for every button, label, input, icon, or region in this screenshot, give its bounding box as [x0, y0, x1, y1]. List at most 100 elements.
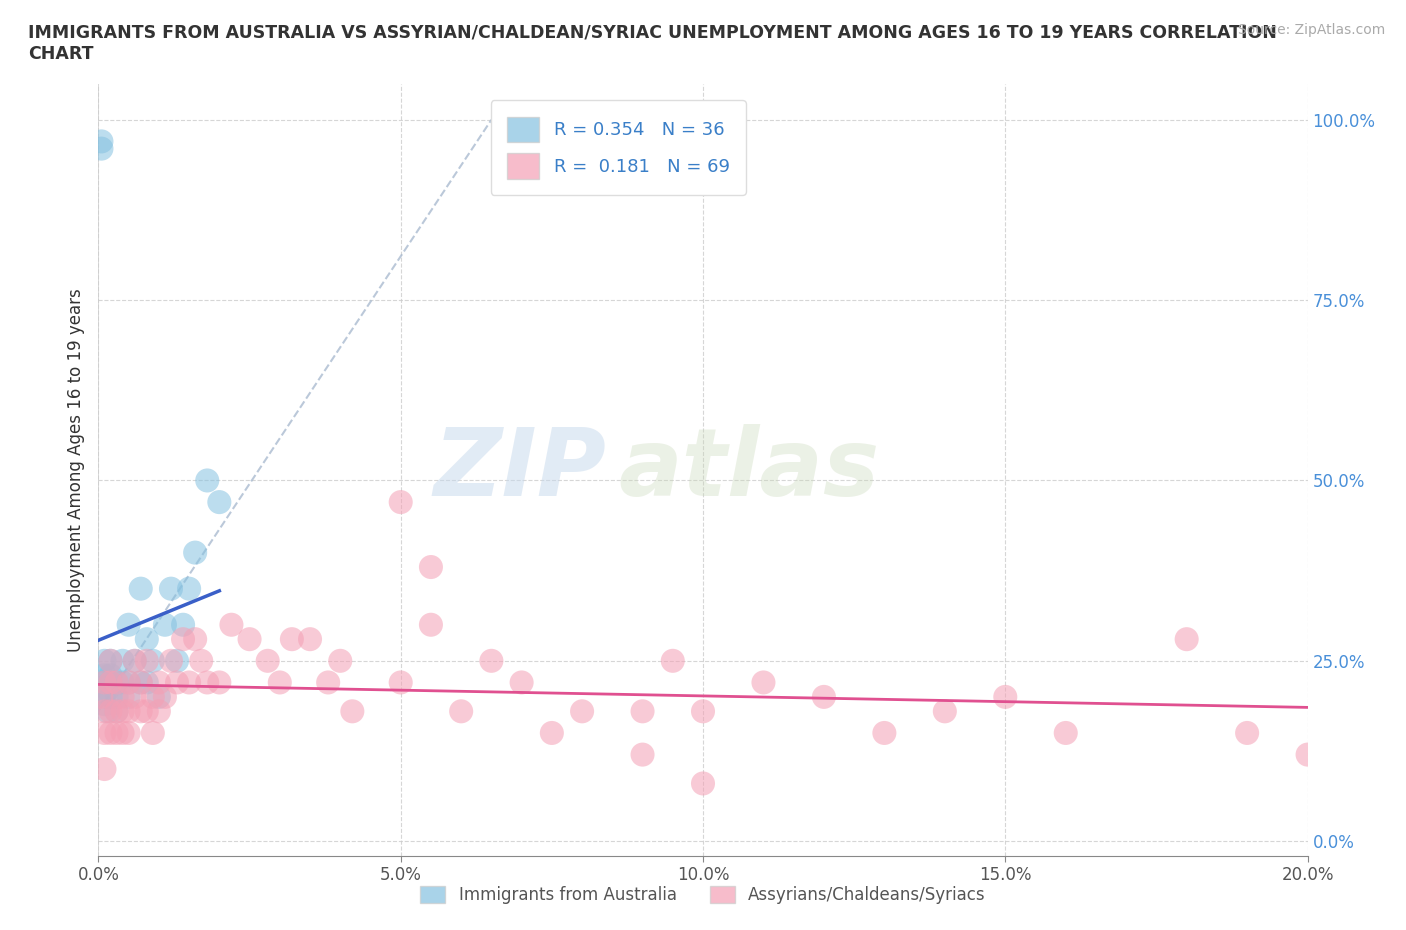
Point [166, 675, 188, 690]
Point [93, 697, 115, 711]
Point [105, 704, 128, 719]
Point [142, 654, 165, 669]
Text: atlas: atlas [619, 424, 880, 515]
Point [153, 689, 176, 704]
Point [93, 762, 115, 777]
Point [124, 654, 146, 669]
Point [100, 704, 122, 719]
Point [105, 689, 128, 704]
Point [208, 495, 231, 510]
Point [1296, 747, 1319, 762]
Point [118, 704, 141, 719]
Point [129, 581, 152, 596]
Point [389, 675, 412, 690]
Point [329, 654, 352, 669]
Point [118, 675, 141, 690]
Point [118, 725, 141, 740]
Point [1175, 631, 1198, 646]
Point [105, 675, 128, 690]
Point [93, 725, 115, 740]
Point [100, 654, 122, 669]
Point [571, 704, 593, 719]
Point [118, 675, 141, 690]
Point [96, 683, 118, 698]
Y-axis label: Unemployment Among Ages 16 to 19 years: Unemployment Among Ages 16 to 19 years [66, 287, 84, 652]
Legend: R = 0.354   N = 36, R =  0.181   N = 69: R = 0.354 N = 36, R = 0.181 N = 69 [491, 100, 747, 195]
Point [184, 545, 207, 560]
Point [450, 704, 472, 719]
Point [93, 675, 115, 690]
Point [100, 725, 122, 740]
Point [129, 675, 152, 690]
Point [90, 689, 112, 704]
Point [135, 654, 157, 669]
Point [540, 725, 562, 740]
Point [510, 675, 533, 690]
Point [281, 631, 304, 646]
Point [661, 654, 683, 669]
Point [96, 704, 118, 719]
Point [148, 675, 170, 690]
Point [190, 654, 212, 669]
Point [148, 704, 170, 719]
Point [135, 704, 157, 719]
Point [239, 631, 262, 646]
Point [208, 675, 231, 690]
Point [631, 704, 654, 719]
Point [813, 689, 835, 704]
Point [129, 675, 152, 690]
Point [100, 675, 122, 690]
Point [873, 725, 896, 740]
Point [118, 689, 141, 704]
Point [135, 675, 157, 690]
Point [160, 581, 183, 596]
Point [752, 675, 775, 690]
Point [316, 675, 339, 690]
Point [93, 668, 115, 683]
Point [179, 675, 201, 690]
Point [389, 495, 412, 510]
Point [129, 704, 152, 719]
Point [148, 689, 170, 704]
Point [111, 704, 134, 719]
Point [142, 689, 165, 704]
Point [105, 704, 128, 719]
Text: CHART: CHART [28, 45, 94, 62]
Point [124, 689, 146, 704]
Point [124, 654, 146, 669]
Point [195, 675, 218, 690]
Point [256, 654, 278, 669]
Point [631, 747, 654, 762]
Point [195, 473, 218, 488]
Point [269, 675, 291, 690]
Point [111, 725, 134, 740]
Point [93, 704, 115, 719]
Point [111, 654, 134, 669]
Point [166, 654, 188, 669]
Point [994, 689, 1017, 704]
Legend: Immigrants from Australia, Assyrians/Chaldeans/Syriacs: Immigrants from Australia, Assyrians/Cha… [412, 878, 994, 912]
Point [93, 675, 115, 690]
Point [221, 618, 243, 632]
Point [420, 560, 443, 575]
Point [100, 654, 122, 669]
Point [100, 675, 122, 690]
Point [105, 675, 128, 690]
Point [172, 618, 194, 632]
Point [135, 631, 157, 646]
Point [111, 689, 134, 704]
Point [93, 689, 115, 704]
Point [299, 631, 322, 646]
Point [172, 631, 194, 646]
Point [179, 581, 201, 596]
Point [160, 654, 183, 669]
Point [90, 134, 112, 149]
Point [100, 689, 122, 704]
Point [1054, 725, 1077, 740]
Text: Source: ZipAtlas.com: Source: ZipAtlas.com [1237, 23, 1385, 37]
Point [153, 618, 176, 632]
Point [142, 725, 165, 740]
Point [93, 654, 115, 669]
Point [692, 704, 714, 719]
Point [342, 704, 364, 719]
